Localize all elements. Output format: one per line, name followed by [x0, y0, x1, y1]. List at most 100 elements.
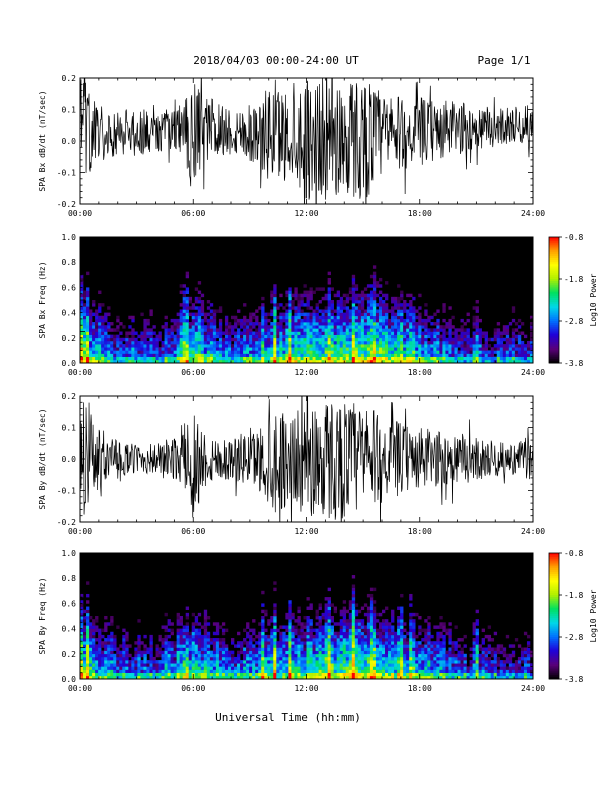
spectrogram-cell — [394, 318, 398, 323]
spectrogram-cell — [366, 293, 371, 298]
spectrogram-cell — [306, 653, 310, 658]
spectrogram-cell — [179, 347, 183, 351]
spectrogram-cell — [330, 647, 334, 651]
spectrogram-cell — [218, 644, 223, 648]
spectrogram-cell — [415, 322, 419, 326]
spectrogram-cell — [529, 359, 534, 364]
spectrogram-cell — [306, 656, 310, 661]
spectrogram-cell — [375, 328, 380, 332]
spectrogram-cell — [427, 350, 431, 354]
spectrogram-cell — [490, 353, 495, 357]
spectrogram-cell — [197, 331, 202, 335]
spectrogram-cell — [409, 622, 413, 626]
spectrogram-cell — [421, 331, 425, 335]
spectrogram-cell — [237, 331, 241, 335]
spectrogram-cell — [306, 650, 310, 655]
spectrogram-cell — [206, 334, 211, 339]
spectrogram-cell — [499, 340, 504, 345]
spectrogram-cell — [442, 334, 446, 339]
spectrogram-cell — [261, 628, 265, 633]
spectrogram-cell — [80, 638, 84, 642]
spectrogram-cell — [357, 647, 362, 651]
spectrogram-cell — [321, 638, 325, 642]
spectrogram-cell — [182, 638, 186, 642]
spectrogram-cell — [95, 334, 99, 339]
spectrogram-cell — [324, 293, 328, 298]
spectrogram-cell — [400, 663, 404, 667]
spectrogram-cell — [288, 675, 292, 680]
spectrogram-cell — [246, 656, 250, 661]
spectrogram-cell — [95, 660, 99, 664]
spectrogram-cell — [203, 312, 208, 317]
spectrogram-cell — [143, 325, 147, 329]
spectrogram-cell — [382, 619, 386, 623]
spectrogram-cell — [345, 638, 350, 642]
spectrogram-cell — [212, 675, 217, 680]
spectrogram-cell — [89, 325, 93, 329]
spectrogram-cell — [348, 622, 353, 626]
spectrogram-cell — [460, 666, 464, 670]
spectrogram-cell — [294, 328, 298, 332]
spectrogram-cell — [285, 344, 289, 348]
spectrogram-cell — [424, 340, 428, 345]
spectrogram-cell — [418, 328, 422, 332]
spectrogram-cell — [176, 666, 180, 670]
spectrogram-cell — [164, 650, 168, 655]
spectrogram-cell — [294, 322, 298, 326]
spectrogram-cell — [176, 344, 180, 348]
spectrogram-cell — [294, 653, 298, 658]
spectrogram-cell — [107, 337, 111, 342]
spectrogram-cell — [131, 315, 135, 320]
spectrogram-cell — [357, 340, 362, 345]
spectrogram-cell — [252, 650, 256, 655]
spectrogram-cell — [170, 644, 174, 648]
spectrogram-cell — [321, 322, 325, 326]
spectrogram-cell — [243, 359, 247, 364]
spectrogram-cell — [231, 331, 235, 335]
spectrogram-cell — [140, 675, 144, 680]
spectrogram-cell — [529, 344, 534, 348]
spectrogram-cell — [348, 603, 353, 607]
spectrogram-cell — [128, 666, 132, 670]
spectrogram-cell — [188, 300, 193, 304]
spectrogram-cell — [83, 356, 87, 361]
spectrogram-cell — [475, 300, 479, 304]
spectrogram-cell — [98, 344, 102, 348]
colorbar-segment — [549, 285, 559, 288]
spectrogram-cell — [173, 656, 177, 661]
spectrogram-cell — [191, 315, 196, 320]
spectrogram-cell — [397, 337, 401, 342]
spectrogram-cell — [306, 359, 310, 364]
spectrogram-cell — [143, 353, 147, 357]
spectrogram-cell — [388, 631, 392, 636]
spectrogram-cell — [243, 334, 247, 339]
spectrogram-cell — [436, 656, 440, 661]
spectrogram-cell — [89, 347, 93, 351]
spectrogram-cell — [517, 340, 522, 345]
spectrogram-cell — [442, 656, 446, 661]
spectrogram-cell — [116, 325, 120, 329]
spectrogram-cell — [412, 628, 416, 633]
spectrogram-cell — [463, 672, 467, 677]
spectrogram-cell — [493, 337, 498, 342]
spectrogram-cell — [252, 359, 256, 364]
spectrogram-cell — [303, 656, 307, 661]
spectrogram-cell — [255, 322, 259, 326]
spectrogram-cell — [258, 359, 262, 364]
spectrogram-cell — [330, 650, 334, 655]
spectrogram-cell — [363, 312, 368, 317]
spectrogram-cell — [460, 353, 464, 357]
spectrogram-cell — [83, 625, 87, 629]
spectrogram-cell — [243, 322, 247, 326]
spectrogram-cell — [394, 334, 398, 339]
spectrogram-cell — [125, 647, 129, 651]
spectrogram-cell — [312, 647, 316, 651]
spectrogram-cell — [86, 656, 90, 661]
spectrogram-cell — [336, 303, 341, 307]
spectrogram-cell — [400, 644, 404, 648]
spectrogram-cell — [478, 337, 482, 342]
spectrogram-cell — [478, 675, 482, 680]
spectrogram-cell — [200, 650, 205, 655]
spectrogram-cell — [134, 356, 138, 361]
spectrogram-cell — [255, 344, 259, 348]
